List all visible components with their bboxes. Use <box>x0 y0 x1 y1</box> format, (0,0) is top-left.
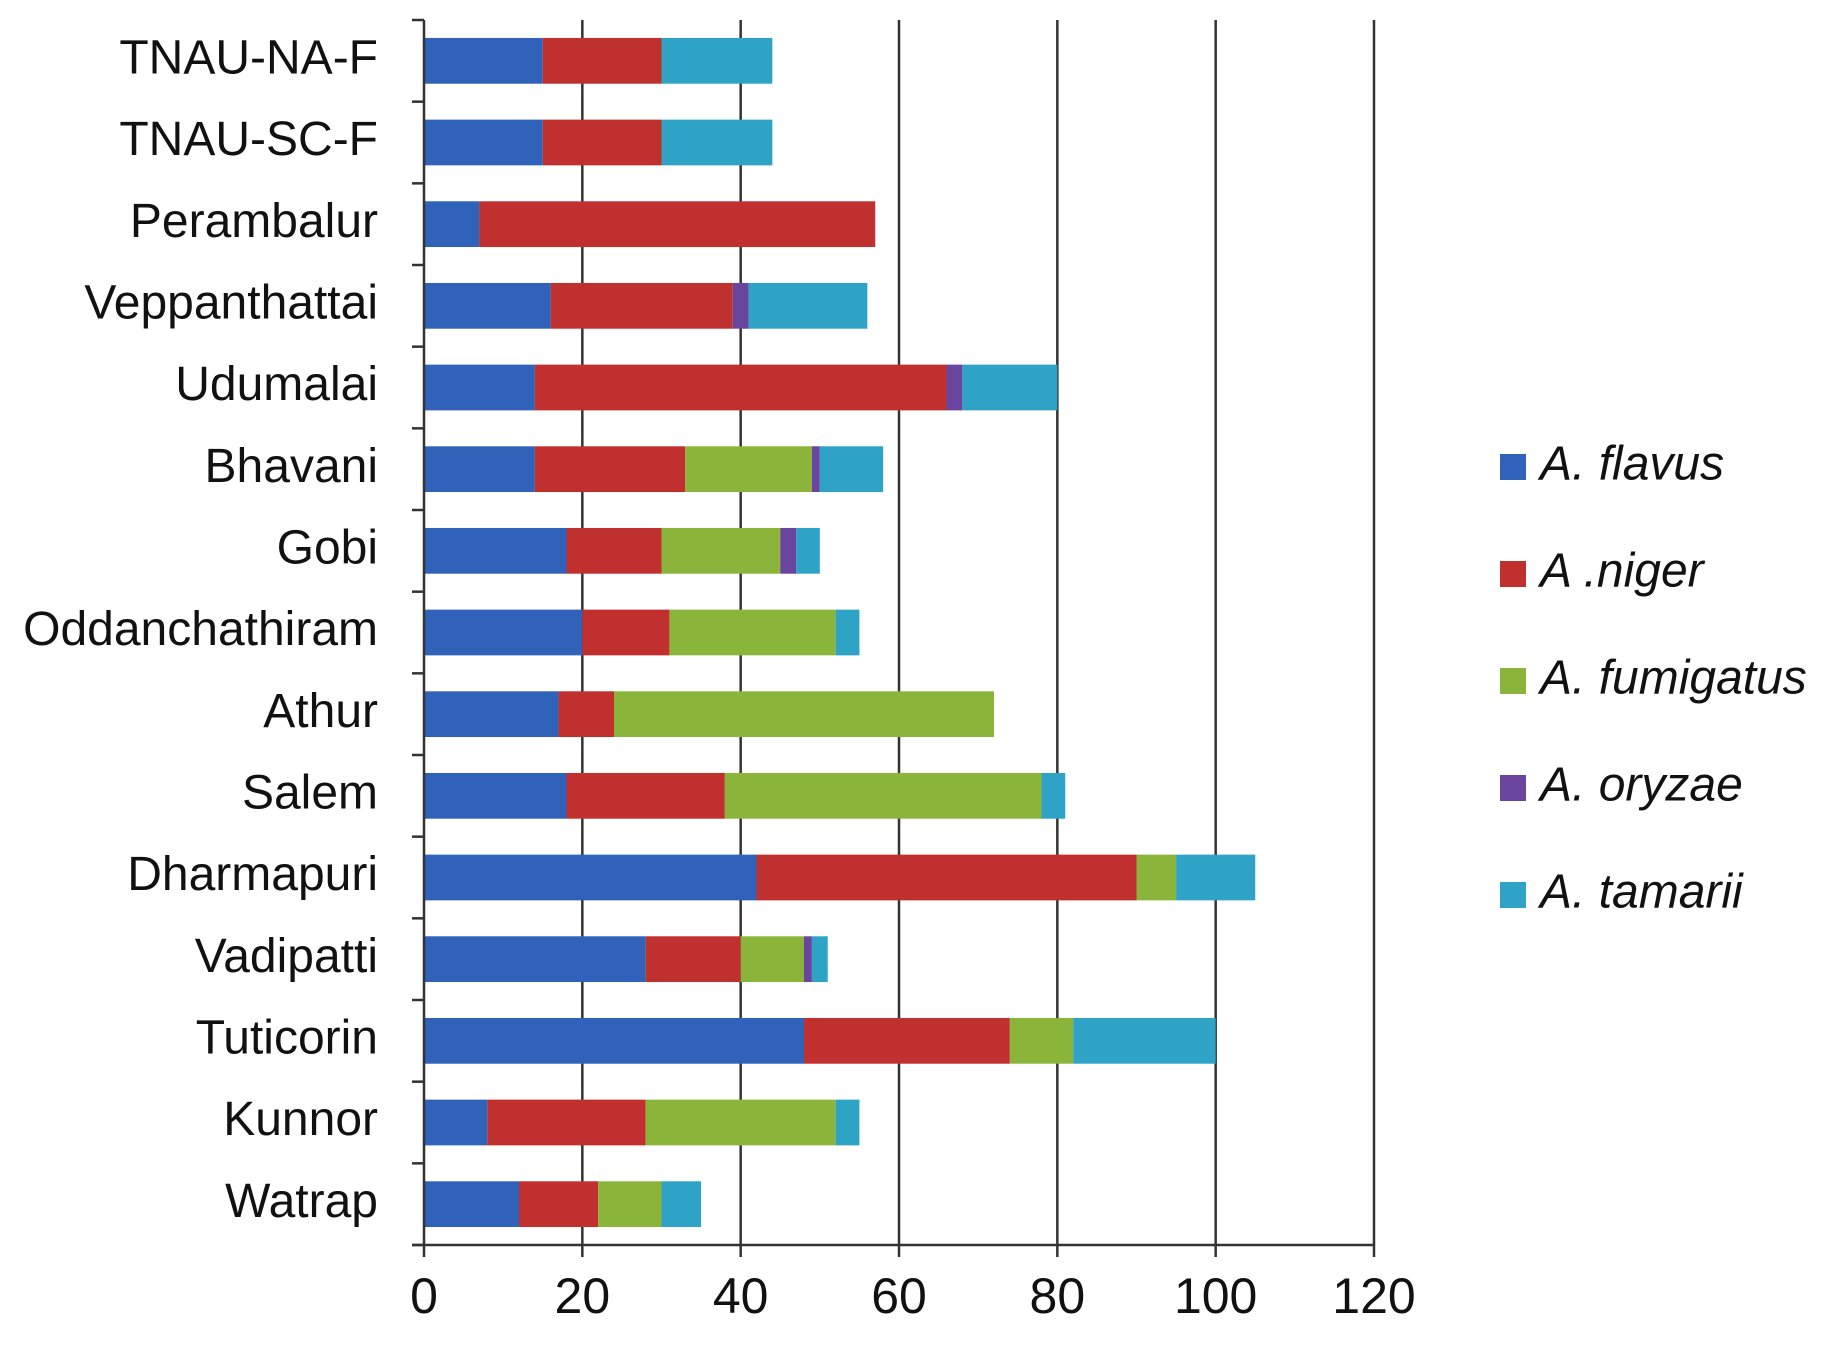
category-label: Dharmapuri <box>127 848 378 901</box>
category-label: Salem <box>242 767 378 820</box>
bar-tnau-na-f-series-4 <box>661 37 773 84</box>
bar-watrap-series-4 <box>661 1181 702 1228</box>
bar-athur-series-1 <box>558 691 614 738</box>
category-label: Kunnor <box>223 1093 378 1146</box>
bar-tuticorin-series-2 <box>1009 1017 1074 1064</box>
x-tick-label: 60 <box>871 1268 927 1324</box>
bar-oddanchathiram-series-2 <box>669 609 836 656</box>
bar-dharmapuri-series-0 <box>424 854 757 901</box>
bar-tnau-na-f-series-1 <box>542 37 662 84</box>
bar-veppanthattai-series-1 <box>550 282 733 329</box>
bar-watrap-series-1 <box>519 1181 599 1228</box>
bar-bhavani-series-4 <box>819 446 884 493</box>
bar-udumalai-series-1 <box>534 364 947 411</box>
category-labels: Watrap Kunnor Tuticorin Vadipatti Dharmapuri… <box>23 32 378 1228</box>
x-tick-label: 80 <box>1030 1268 1086 1324</box>
bar-udumalai-series-0 <box>424 364 535 411</box>
bar-athur-series-0 <box>424 691 559 738</box>
bar-vadipatti-series-1 <box>645 936 741 983</box>
bar-tnau-sc-f-series-1 <box>542 119 662 166</box>
legend-swatch <box>1500 775 1526 801</box>
bar-salem-series-2 <box>724 772 1042 819</box>
x-tick-label: 0 <box>410 1268 438 1324</box>
bar-vadipatti-series-2 <box>740 936 804 983</box>
bar-veppanthattai-series-3 <box>732 282 749 329</box>
category-label: Tuticorin <box>196 1012 378 1065</box>
legend-label: A. tamarii <box>1537 866 1744 919</box>
bar-kunnor-series-0 <box>424 1099 488 1146</box>
legend-swatch <box>1500 454 1526 480</box>
bar-tnau-sc-f-series-0 <box>424 119 543 166</box>
bar-dharmapuri-series-1 <box>756 854 1137 901</box>
bar-tuticorin-series-4 <box>1073 1017 1216 1064</box>
bar-kunnor-series-2 <box>645 1099 836 1146</box>
bar-gobi-series-1 <box>566 527 662 574</box>
legend-swatch <box>1500 668 1526 694</box>
bar-athur-series-2 <box>614 691 994 738</box>
bar-udumalai-series-3 <box>946 364 963 411</box>
bar-vadipatti-series-0 <box>424 936 646 983</box>
bar-salem-series-0 <box>424 772 567 819</box>
category-label: Watrap <box>225 1175 378 1228</box>
bar-gobi-series-4 <box>796 527 820 574</box>
category-label: TNAU-SC-F <box>119 113 378 166</box>
bar-veppanthattai-series-0 <box>424 282 551 329</box>
category-label: Udumalai <box>175 358 378 411</box>
x-tick-label: 40 <box>713 1268 769 1324</box>
bar-perambalur-series-1 <box>479 201 876 248</box>
bar-vadipatti-series-4 <box>811 936 828 983</box>
bar-tuticorin-series-1 <box>804 1017 1010 1064</box>
x-tick-labels: 0 20 40 60 80 100 120 <box>410 1268 1416 1324</box>
bar-dharmapuri-series-4 <box>1176 854 1256 901</box>
legend-label: A. oryzae <box>1537 759 1743 812</box>
category-label: Athur <box>263 685 378 738</box>
bar-tnau-na-f-series-0 <box>424 37 543 84</box>
bar-dharmapuri-series-2 <box>1136 854 1177 901</box>
category-label: Vadipatti <box>195 930 378 983</box>
bar-tnau-sc-f-series-4 <box>661 119 773 166</box>
bar-watrap-series-0 <box>424 1181 519 1228</box>
bar-veppanthattai-series-4 <box>748 282 868 329</box>
legend-label: A .niger <box>1537 545 1706 598</box>
bar-udumalai-series-4 <box>962 364 1058 411</box>
x-tick-label: 120 <box>1332 1268 1415 1324</box>
bars <box>424 37 1256 1228</box>
legend: A. flavus A .niger A. fumigatus A. oryzae A.… <box>1500 438 1807 919</box>
bar-gobi-series-2 <box>661 527 781 574</box>
bar-gobi-series-3 <box>780 527 797 574</box>
legend-label: A. flavus <box>1537 438 1724 491</box>
axes <box>412 18 1376 1257</box>
bar-gobi-series-0 <box>424 527 567 574</box>
bar-oddanchathiram-series-0 <box>424 609 583 656</box>
bar-tuticorin-series-0 <box>424 1017 804 1064</box>
category-label: Gobi <box>277 522 378 575</box>
bar-kunnor-series-1 <box>487 1099 646 1146</box>
legend-swatch <box>1500 882 1526 908</box>
bar-bhavani-series-3 <box>811 446 820 493</box>
category-label: TNAU-NA-F <box>119 32 378 85</box>
bar-oddanchathiram-series-4 <box>835 609 860 656</box>
category-label: Bhavani <box>205 440 378 493</box>
bar-bhavani-series-1 <box>534 446 686 493</box>
bar-kunnor-series-4 <box>835 1099 860 1146</box>
bar-watrap-series-2 <box>598 1181 662 1228</box>
x-tick-label: 100 <box>1174 1268 1257 1324</box>
bar-salem-series-4 <box>1041 772 1066 819</box>
bar-salem-series-1 <box>566 772 725 819</box>
category-label: Veppanthattai <box>84 277 378 330</box>
category-label: Perambalur <box>130 195 378 248</box>
legend-label: A. fumigatus <box>1537 652 1807 705</box>
category-label: Oddanchathiram <box>23 603 378 656</box>
bar-bhavani-series-0 <box>424 446 535 493</box>
legend-swatch <box>1500 561 1526 587</box>
bar-oddanchathiram-series-1 <box>582 609 670 656</box>
x-tick-label: 20 <box>555 1268 611 1324</box>
bar-perambalur-series-0 <box>424 201 480 248</box>
bar-bhavani-series-2 <box>685 446 812 493</box>
bar-vadipatti-series-3 <box>804 936 812 983</box>
